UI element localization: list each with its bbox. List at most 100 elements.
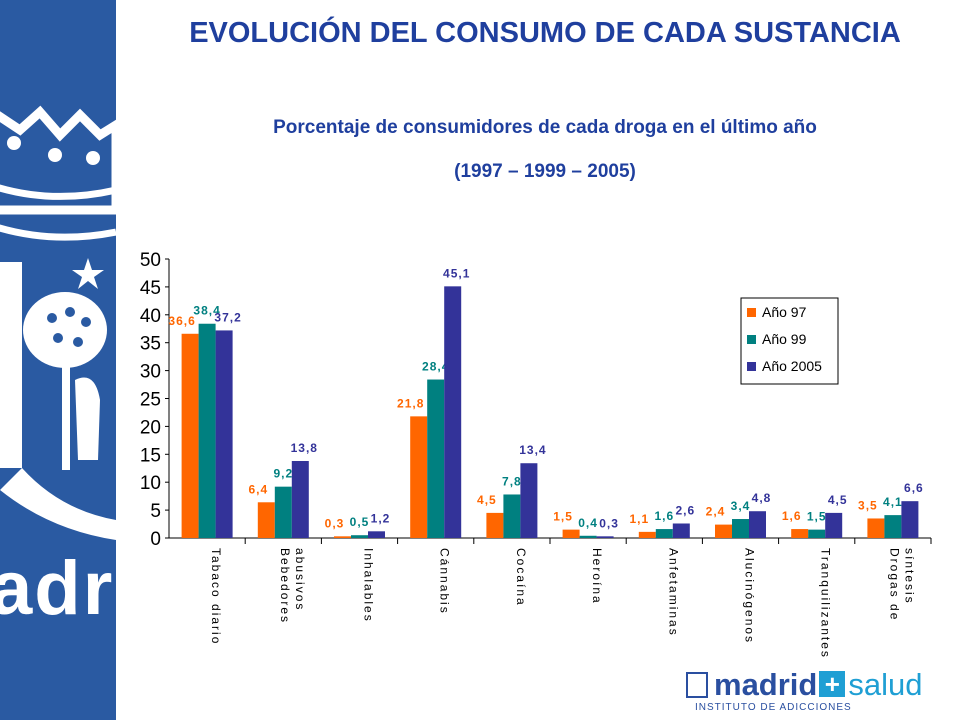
- bar-año-99: [579, 535, 597, 538]
- legend-box: [740, 297, 839, 385]
- data-label: 36,6: [168, 314, 195, 328]
- category-label: abusivos: [293, 548, 307, 611]
- data-label: 38,4: [193, 304, 220, 318]
- legend-swatch: [747, 308, 756, 317]
- category-label: Cánnabis: [438, 548, 452, 615]
- data-label: 4,5: [477, 493, 497, 507]
- bar-año-99: [732, 519, 749, 538]
- data-label: 13,8: [291, 441, 318, 455]
- logo-subtitle: INSTITUTO DE ADICCIONES: [695, 702, 852, 713]
- bar-año-2005: [825, 512, 843, 538]
- data-label: 4,5: [828, 493, 848, 507]
- legend-label: Año 97: [762, 304, 807, 320]
- bar-año-97: [410, 416, 428, 538]
- category-label: Alucinógenos: [743, 548, 757, 644]
- data-label: 1,1: [629, 512, 649, 526]
- bar-año-99: [884, 515, 902, 538]
- y-tick-label: 40: [140, 306, 161, 327]
- y-tick-label: 25: [140, 390, 161, 411]
- data-label: 37,2: [214, 310, 241, 324]
- data-label: 4,1: [883, 495, 903, 509]
- consumption-bar-chart: 0 5 10 15 20 25 30 35 40 45 50 36,638,437,2 Tabaco d…: [140, 250, 932, 659]
- data-label: 9,2: [273, 467, 293, 481]
- bar-año-97: [791, 529, 809, 538]
- data-label: 0,5: [350, 515, 370, 529]
- crest-icon: [0, 105, 116, 540]
- data-label: 45,1: [443, 266, 470, 280]
- madrid-salud-logo: madrid + salud INSTITUTO DE ADICCIONES: [686, 668, 956, 718]
- madrid-badge-icon: [686, 672, 708, 698]
- y-tick-label: 10: [140, 473, 161, 494]
- bar-año-97: [334, 536, 351, 538]
- logo-wordmark: madrid + salud: [714, 668, 922, 702]
- y-tick-label: 45: [140, 278, 161, 299]
- bar-año-2005: [672, 523, 690, 538]
- y-tick-label: 0: [150, 529, 161, 550]
- category-label: Tranquilizantes: [819, 548, 833, 659]
- data-label: 1,6: [782, 509, 802, 523]
- sidebar-wordmark: adrid: [0, 546, 116, 631]
- legend-label: Año 99: [762, 331, 807, 347]
- bar-año-97: [715, 524, 732, 538]
- data-label: 6,4: [248, 482, 268, 496]
- category-label: síntesis: [902, 548, 916, 605]
- data-label: 6,6: [904, 481, 924, 495]
- category-label: Inhalables: [362, 548, 376, 623]
- legend-swatch: [747, 335, 756, 344]
- category-label: Drogas de: [887, 548, 901, 621]
- data-label: 13,4: [519, 443, 546, 457]
- data-label: 1,5: [553, 510, 573, 524]
- data-label: 2,6: [675, 503, 695, 517]
- y-tick-label: 30: [140, 362, 161, 383]
- page-years: (1997 – 1999 – 2005): [454, 161, 636, 182]
- bar-año-97: [867, 518, 885, 538]
- category-label: Heroína: [590, 548, 604, 605]
- madrid-crest-panel: adrid: [0, 0, 116, 720]
- bar-año-99: [655, 529, 673, 538]
- legend-swatch: [747, 362, 756, 371]
- bar-año-97: [638, 531, 656, 538]
- bar-año-99: [427, 379, 445, 538]
- bar-año-97: [562, 529, 580, 538]
- bar-año-97: [486, 512, 504, 538]
- bar-año-99: [351, 535, 368, 538]
- data-label: 0,3: [325, 516, 345, 530]
- legend-label: Año 2005: [762, 358, 822, 374]
- data-label: 1,2: [371, 511, 391, 525]
- data-label: 1,5: [807, 510, 827, 524]
- logo-madrid: madrid: [714, 667, 818, 702]
- bar-año-99: [808, 529, 826, 538]
- bar-año-97: [181, 333, 199, 538]
- logo-plus-icon: +: [819, 671, 846, 697]
- data-label: 3,5: [858, 498, 878, 512]
- bar-año-2005: [749, 511, 766, 538]
- logo-salud: salud: [848, 667, 923, 702]
- bar-año-2005: [520, 463, 538, 538]
- data-label: 0,3: [599, 516, 619, 530]
- data-label: 21,8: [397, 396, 424, 410]
- y-tick-label: 20: [140, 417, 161, 438]
- bar-año-2005: [596, 536, 614, 538]
- bar-año-99: [198, 323, 216, 538]
- bar-año-99: [274, 486, 292, 538]
- y-tick-label: 35: [140, 334, 161, 355]
- bar-año-2005: [215, 330, 233, 538]
- bar-año-97: [257, 502, 275, 538]
- page-subtitle: Porcentaje de consumidores de cada droga…: [273, 117, 817, 138]
- data-label: 7,8: [502, 474, 522, 488]
- data-label: 3,4: [731, 499, 751, 513]
- bar-año-2005: [444, 286, 462, 538]
- data-label: 4,8: [752, 491, 772, 505]
- category-label: Cocaína: [514, 548, 528, 607]
- category-label: Bebedores: [278, 548, 292, 624]
- data-label: 0,4: [578, 516, 598, 530]
- data-label: 1,6: [654, 509, 674, 523]
- data-label: 2,4: [706, 505, 726, 519]
- bar-año-2005: [291, 460, 309, 538]
- bar-año-2005: [368, 531, 385, 538]
- y-tick-label: 50: [140, 250, 161, 271]
- bar-año-2005: [901, 501, 919, 538]
- data-label: 28,4: [422, 360, 449, 374]
- bar-año-99: [503, 494, 521, 538]
- y-tick-label: 5: [150, 501, 161, 522]
